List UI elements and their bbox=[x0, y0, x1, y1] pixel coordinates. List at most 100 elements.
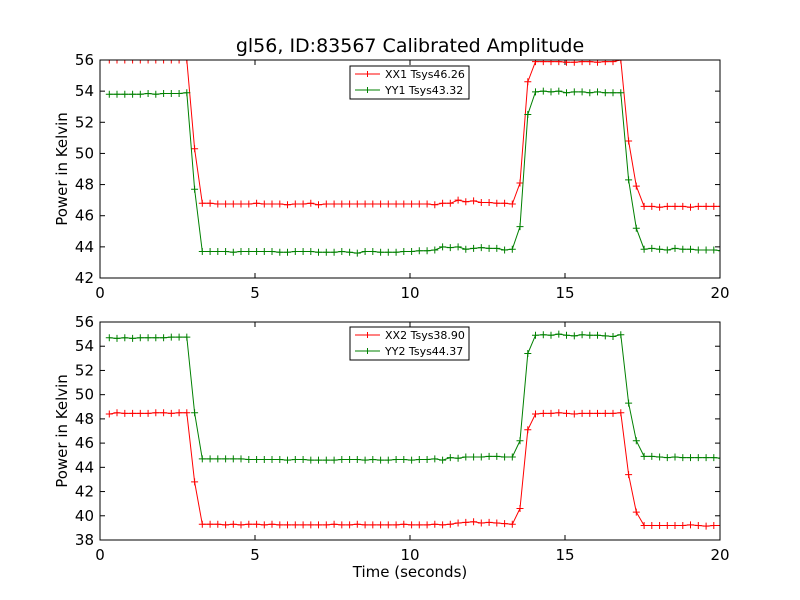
bottom-series-0-point bbox=[392, 521, 400, 529]
top-series-0-point bbox=[694, 202, 702, 210]
bottom-x-tick-label: 5 bbox=[250, 546, 260, 564]
top-series-1-point bbox=[516, 223, 524, 231]
top-series-0-point bbox=[423, 200, 431, 208]
top-series-1-point bbox=[485, 244, 493, 252]
top-series-0-point bbox=[129, 60, 137, 64]
top-series-0-point bbox=[330, 200, 338, 208]
top-series-0-point bbox=[144, 60, 152, 64]
bottom-series-0-point bbox=[136, 409, 144, 417]
top-legend-label-xx1: XX1 Tsys46.26 bbox=[385, 68, 465, 81]
top-series-0-point bbox=[524, 78, 532, 86]
top-series-1-point bbox=[702, 246, 710, 254]
top-series-0-point bbox=[183, 60, 191, 64]
bottom-series-1-point bbox=[555, 330, 563, 338]
top-y-tick-label: 42 bbox=[75, 269, 94, 287]
bottom-series-0-point bbox=[563, 409, 570, 417]
bottom-series-0-point bbox=[454, 519, 462, 527]
top-series-1-point bbox=[470, 244, 478, 252]
bottom-series-1-point bbox=[524, 350, 532, 357]
bottom-series-1-point bbox=[160, 334, 168, 342]
top-legend-marker-xx1 bbox=[364, 71, 371, 77]
top-series-0-point bbox=[322, 200, 330, 208]
bottom-series-1-point bbox=[694, 454, 702, 462]
top-series-1-point bbox=[415, 247, 423, 255]
bottom-series-1-point bbox=[276, 456, 284, 463]
bottom-series-0-point bbox=[578, 409, 586, 417]
top-series-1-point bbox=[291, 248, 299, 255]
bottom-y-tick-label: 40 bbox=[75, 507, 94, 525]
bottom-series-0-point bbox=[632, 508, 640, 516]
top-series-1-point bbox=[121, 90, 129, 98]
bottom-series-1-point bbox=[594, 331, 601, 339]
top-y-tick-label: 50 bbox=[75, 144, 94, 162]
bottom-series-1-point bbox=[105, 334, 113, 342]
bottom-series-1-point bbox=[183, 333, 191, 341]
bottom-series-1-point bbox=[346, 456, 354, 463]
top-series-1-point bbox=[144, 90, 152, 97]
top-series-0-point bbox=[470, 197, 478, 205]
bottom-series-0-point bbox=[718, 525, 720, 526]
top-series-1-point bbox=[113, 90, 121, 98]
top-series-0-point bbox=[160, 60, 168, 64]
bottom-series-0-point bbox=[268, 520, 276, 528]
bottom-series-1-point bbox=[679, 454, 687, 462]
top-ticks: 0 5 10 15 20 42 44 46 48 50 52 54 56 bbox=[75, 51, 730, 302]
bottom-series-1-point bbox=[617, 331, 625, 339]
top-series-1-point bbox=[493, 244, 501, 252]
bottom-series-0-point bbox=[183, 409, 191, 417]
bottom-y-tick-label: 52 bbox=[75, 361, 94, 379]
top-series-1-point bbox=[501, 246, 509, 254]
top-series-1-point bbox=[454, 243, 462, 251]
bottom-series-0-point bbox=[214, 520, 222, 528]
top-series-1-point bbox=[284, 248, 291, 256]
top-series-1-point bbox=[245, 248, 253, 255]
bottom-series-0-point bbox=[167, 409, 175, 417]
top-series-0-point bbox=[105, 60, 113, 64]
bottom-series-1-point bbox=[144, 334, 152, 342]
top-y-tick-label: 56 bbox=[75, 51, 94, 69]
bottom-series-0-point bbox=[129, 409, 137, 417]
bottom-series-0-point bbox=[625, 471, 633, 479]
top-x-tick-label: 20 bbox=[710, 284, 729, 302]
bottom-series-0-point bbox=[222, 521, 230, 529]
top-series-0-point bbox=[702, 202, 710, 210]
bottom-series-0-point bbox=[594, 409, 601, 417]
top-series-1-point bbox=[330, 248, 338, 256]
bottom-series-0-point bbox=[299, 521, 307, 529]
bottom-series-0-point bbox=[377, 521, 385, 529]
top-series-1-point bbox=[346, 248, 354, 256]
bottom-series-1-point bbox=[245, 456, 253, 463]
top-series-0-point bbox=[284, 201, 291, 209]
bottom-series-0-point bbox=[694, 522, 702, 529]
bottom-series-1-point bbox=[229, 455, 237, 463]
top-series-1-point bbox=[160, 90, 168, 97]
top-series-0-point bbox=[555, 60, 563, 66]
bottom-series-1-point bbox=[710, 454, 718, 462]
bottom-series-0-point bbox=[415, 521, 423, 529]
top-series-1-point bbox=[679, 245, 687, 253]
bottom-series-1-point bbox=[508, 453, 516, 461]
top-series-1-point bbox=[198, 248, 206, 255]
bottom-series-1-point bbox=[361, 456, 369, 464]
bottom-series-0-point bbox=[462, 518, 470, 526]
top-series-0-point bbox=[315, 201, 322, 209]
top-series-1-point bbox=[586, 89, 594, 97]
top-series-1-point bbox=[276, 248, 284, 256]
top-series-0-point bbox=[532, 60, 539, 66]
bottom-series-1-point bbox=[315, 456, 322, 464]
top-series-0-point bbox=[586, 60, 594, 66]
top-series-0-point bbox=[710, 202, 718, 210]
bottom-series-1-point bbox=[462, 453, 470, 461]
bottom-series-0-point bbox=[253, 520, 261, 528]
bottom-series-0-point bbox=[431, 520, 439, 528]
top-series-1-point bbox=[206, 248, 214, 255]
bottom-series-1-point bbox=[578, 331, 586, 339]
bottom-series-0-point bbox=[524, 426, 532, 434]
bottom-series-0-point bbox=[369, 521, 377, 529]
bottom-series-1-point bbox=[206, 455, 214, 463]
top-series-1-point bbox=[129, 90, 137, 98]
top-x-tick-label: 10 bbox=[400, 284, 419, 302]
top-series-1-point bbox=[671, 244, 679, 252]
top-series-1-point bbox=[694, 246, 702, 254]
